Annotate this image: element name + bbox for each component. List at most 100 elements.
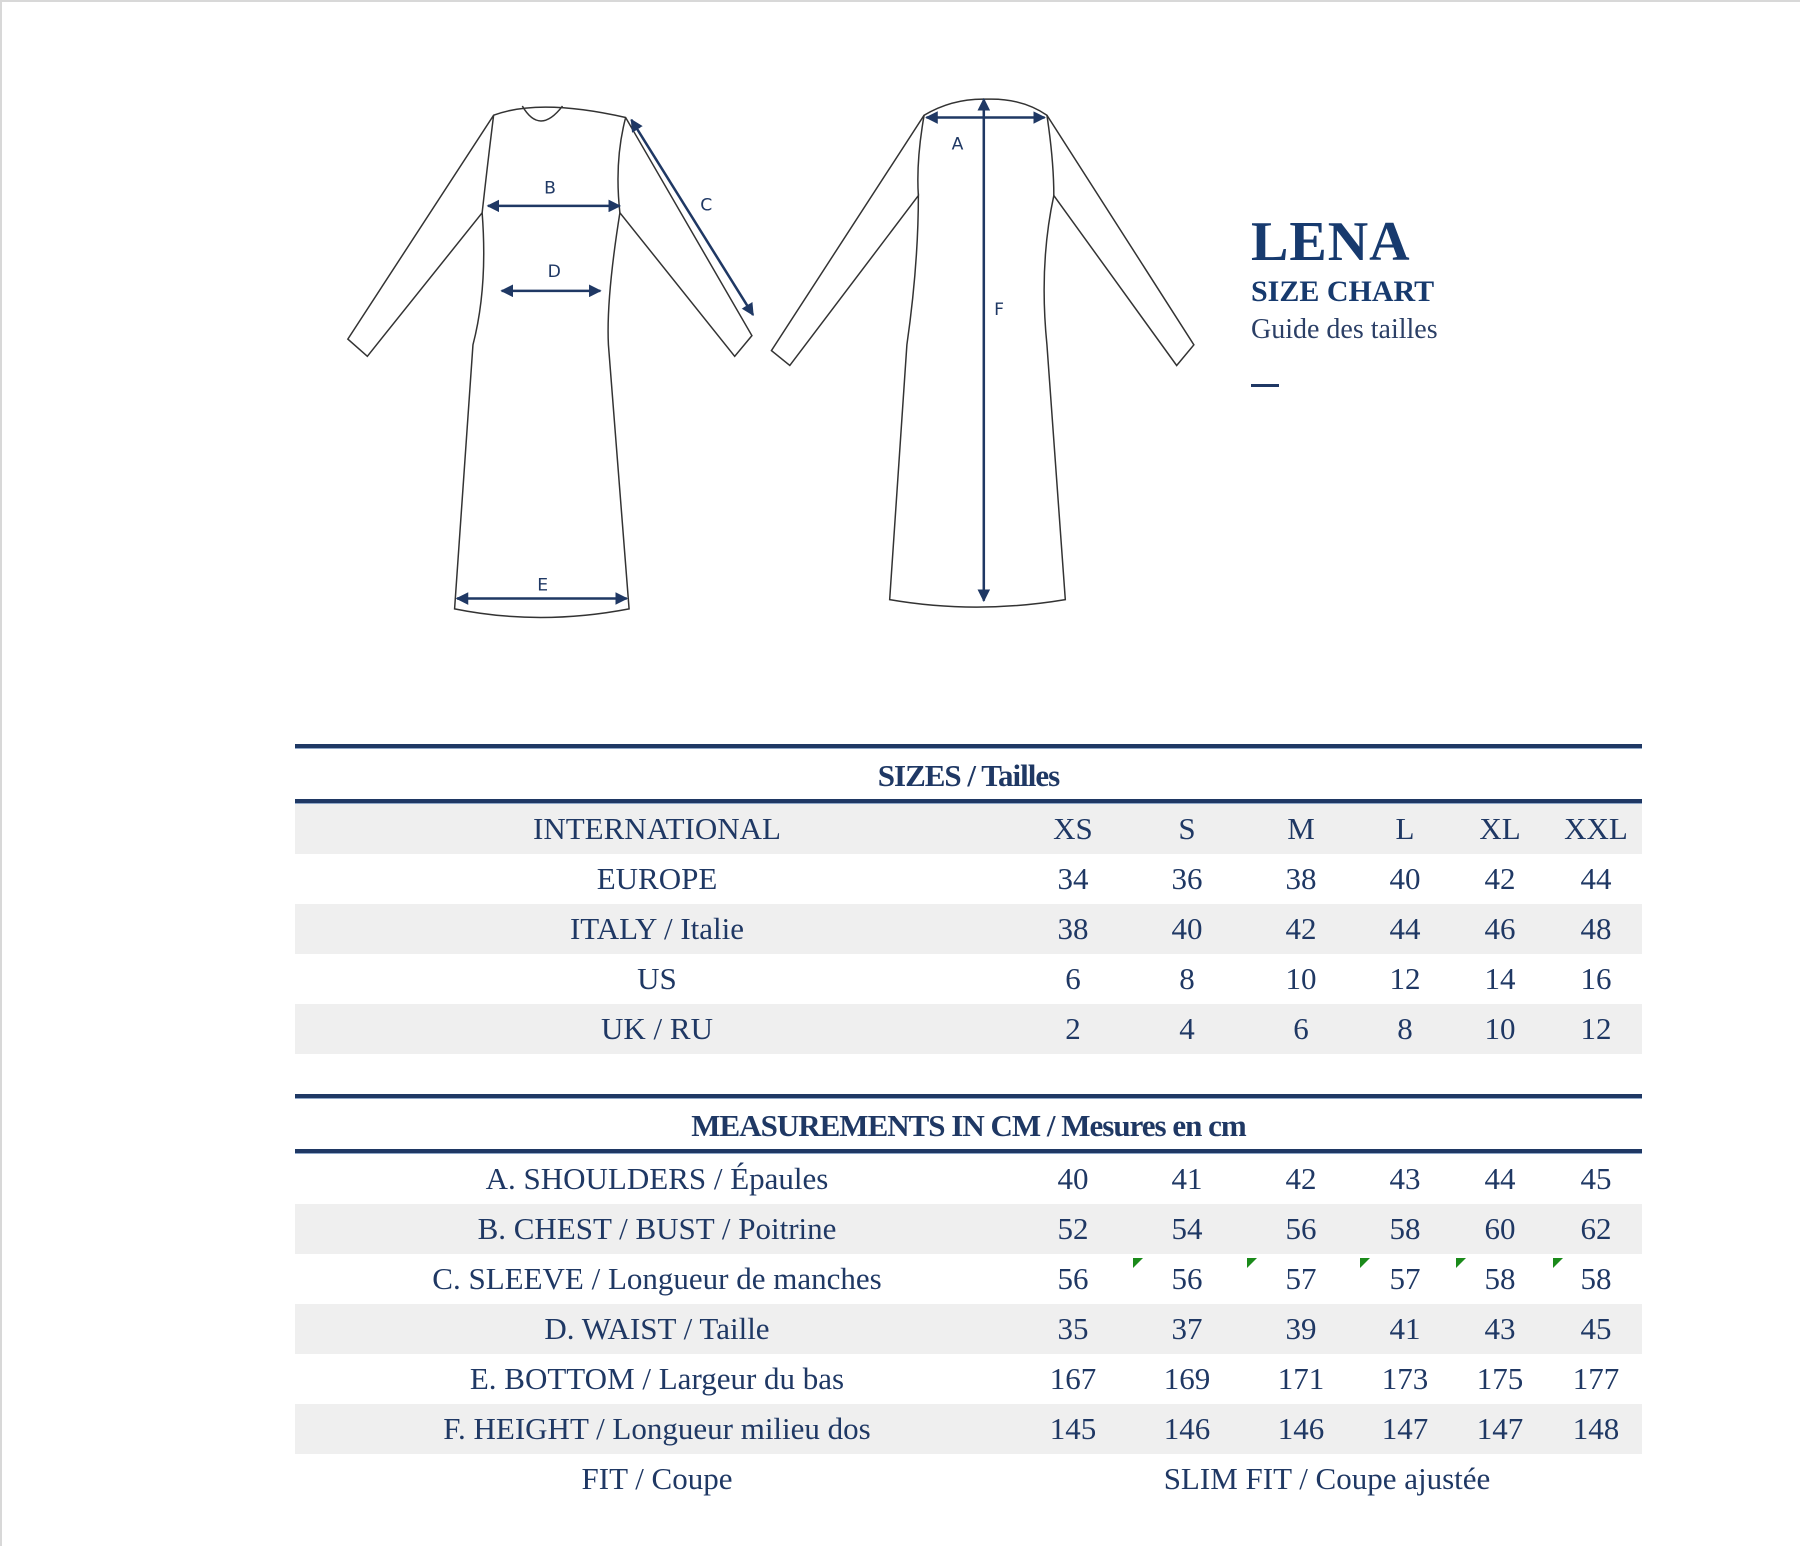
cell-value: 46 <box>1484 911 1516 946</box>
label-f: F <box>994 300 1004 320</box>
cell-value: 57 <box>1285 1261 1317 1296</box>
cell-value: 147 <box>1381 1411 1429 1446</box>
divider <box>295 744 1642 749</box>
cell-value: XXL <box>1564 811 1628 846</box>
cell-value: 6 <box>1065 961 1081 996</box>
cell-value: 38 <box>1057 911 1089 946</box>
cell-value: 16 <box>1580 961 1612 996</box>
cell-value: 171 <box>1277 1361 1325 1396</box>
fit-row: FIT / Coupe SLIM FIT / Coupe ajustée <box>295 1454 1642 1504</box>
cell-value: 148 <box>1572 1411 1620 1446</box>
cell-value: 41 <box>1389 1311 1421 1346</box>
cell-value: XL <box>1479 811 1521 846</box>
cell-value: 58 <box>1484 1261 1516 1296</box>
cell-value: 48 <box>1580 911 1612 946</box>
comment-marker-icon <box>1456 1258 1466 1268</box>
cell-value: 4 <box>1179 1011 1195 1046</box>
measurements-table: MEASUREMENTS IN CM / Mesures en cm A. SH… <box>295 1094 1642 1504</box>
table-row: B. CHEST / BUST / Poitrine 52 54 56 58 60 62 <box>295 1204 1642 1254</box>
cell-value: 167 <box>1049 1361 1097 1396</box>
cell-value: 2 <box>1065 1011 1081 1046</box>
table-row: US 6 8 10 12 14 16 <box>295 954 1642 1004</box>
row-label: E. BOTTOM / Largeur du bas <box>469 1361 845 1396</box>
cell-value: 45 <box>1580 1311 1612 1346</box>
row-label: B. CHEST / BUST / Poitrine <box>477 1211 837 1246</box>
cell-value: 10 <box>1484 1011 1516 1046</box>
cell-value: 44 <box>1389 911 1421 946</box>
label-a: A <box>952 135 964 155</box>
cell-value: L <box>1395 811 1415 846</box>
size-chart-title: SIZE CHART <box>1251 275 1435 308</box>
comment-marker-icon <box>1133 1258 1143 1268</box>
row-label: FIT / Coupe <box>581 1461 733 1496</box>
fit-value: SLIM FIT / Coupe ajustée <box>1163 1461 1491 1496</box>
sizes-header: SIZES / Tailles <box>877 758 1060 793</box>
cell-value: 60 <box>1484 1211 1516 1246</box>
table-row: EUROPE 34 36 38 40 42 44 <box>295 854 1642 904</box>
cell-value: 37 <box>1171 1311 1203 1346</box>
cell-value: 42 <box>1285 911 1317 946</box>
label-e: E <box>537 575 548 595</box>
cell-value: 45 <box>1580 1161 1612 1196</box>
cell-value: 8 <box>1179 961 1195 996</box>
cell-value: 58 <box>1389 1211 1421 1246</box>
label-d: D <box>548 262 561 282</box>
cell-value: 6 <box>1293 1011 1309 1046</box>
row-label: INTERNATIONAL <box>533 811 781 846</box>
row-label: C. SLEEVE / Longueur de manches <box>432 1261 882 1296</box>
cell-value: 58 <box>1580 1261 1612 1296</box>
table-row: E. BOTTOM / Largeur du bas 167 169 171 173 17… <box>295 1354 1642 1404</box>
cell-value: M <box>1287 811 1315 846</box>
cell-value: 177 <box>1572 1361 1620 1396</box>
cell-value: 8 <box>1397 1011 1413 1046</box>
product-title: LENA <box>1251 211 1411 273</box>
label-b: B <box>544 178 556 198</box>
cell-value: 44 <box>1484 1161 1516 1196</box>
cell-value: 42 <box>1285 1161 1317 1196</box>
cell-value: 35 <box>1057 1311 1089 1346</box>
label-c: C <box>700 196 712 216</box>
cell-value: 56 <box>1285 1211 1317 1246</box>
comment-marker-icon <box>1553 1258 1563 1268</box>
cell-value: 41 <box>1171 1161 1203 1196</box>
cell-value: 36 <box>1171 861 1203 896</box>
cell-value: 175 <box>1476 1361 1524 1396</box>
measurement-arrows <box>455 97 1046 605</box>
row-label: D. WAIST / Taille <box>544 1311 770 1346</box>
table-row: F. HEIGHT / Longueur milieu dos 145 146 146… <box>295 1404 1642 1454</box>
cell-value: 147 <box>1476 1411 1524 1446</box>
measurements-header: MEASUREMENTS IN CM / Mesures en cm <box>691 1108 1246 1143</box>
cell-value: 39 <box>1285 1311 1317 1346</box>
brand-block: LENA SIZE CHART Guide des tailles <box>1251 212 1438 387</box>
cell-value: XS <box>1053 811 1093 846</box>
cell-value: 40 <box>1171 911 1203 946</box>
cell-value: 62 <box>1580 1211 1612 1246</box>
cell-value: S <box>1178 811 1196 846</box>
cell-value: 12 <box>1389 961 1421 996</box>
back-dress <box>770 98 1195 608</box>
cell-value: 38 <box>1285 861 1317 896</box>
cell-value: 146 <box>1163 1411 1211 1446</box>
size-chart-subtitle: Guide des tailles <box>1251 314 1438 345</box>
cell-value: 173 <box>1381 1361 1429 1396</box>
divider <box>1251 384 1279 387</box>
cell-value: 44 <box>1580 861 1612 896</box>
cell-value: 14 <box>1484 961 1516 996</box>
divider <box>295 1094 1642 1099</box>
cell-value: 42 <box>1484 861 1516 896</box>
cell-value: 10 <box>1285 961 1317 996</box>
row-label: EUROPE <box>596 861 718 896</box>
table-row: UK / RU 2 4 6 8 10 12 <box>295 1004 1642 1054</box>
cell-value: 12 <box>1580 1011 1612 1046</box>
divider <box>295 799 1642 804</box>
row-label: A. SHOULDERS / Épaules <box>485 1161 829 1196</box>
cell-value: 146 <box>1277 1411 1325 1446</box>
cell-value: 145 <box>1049 1411 1097 1446</box>
table-row: ITALY / Italie 38 40 42 44 46 48 <box>295 904 1642 954</box>
comment-marker-icon <box>1360 1258 1370 1268</box>
cell-value: 40 <box>1389 861 1421 896</box>
cell-value: 43 <box>1484 1311 1516 1346</box>
cell-value: 40 <box>1057 1161 1089 1196</box>
cell-value: 169 <box>1163 1361 1211 1396</box>
